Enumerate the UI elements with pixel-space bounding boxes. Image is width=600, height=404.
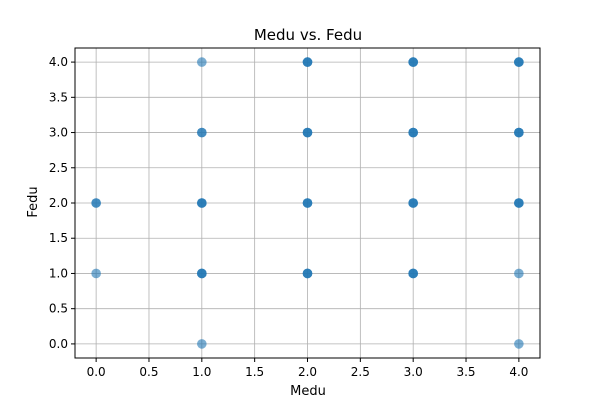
data-point-marker: [514, 57, 524, 67]
data-point-marker: [514, 198, 524, 208]
data-point-marker: [408, 268, 418, 279]
x-tick-label-8: 4.0: [509, 365, 528, 379]
data-point-0: [91, 268, 101, 279]
data-point-1: [91, 198, 101, 208]
y-tick-label-8: 4.0: [49, 55, 68, 69]
data-point-marker: [91, 268, 101, 279]
data-point-marker: [302, 57, 313, 67]
data-point-marker: [302, 268, 313, 279]
x-axis-ticks: 0.0 0.5 1.0 1.5 2.0 2.5 3.0 3.5 4.0: [87, 358, 528, 379]
y-tick-label-1: 0.5: [49, 302, 68, 316]
y-tick-label-5: 2.5: [49, 161, 68, 175]
y-tick-label-0: 0.0: [49, 337, 68, 351]
data-point-marker: [197, 57, 207, 67]
data-point-marker: [514, 339, 524, 349]
data-points: [91, 57, 524, 349]
x-tick-label-5: 2.5: [351, 365, 370, 379]
data-point-13: [408, 127, 418, 138]
data-point-marker: [302, 127, 313, 138]
data-point-marker: [197, 198, 207, 208]
data-point-marker: [197, 339, 207, 349]
y-axis-label: Fedu: [26, 186, 41, 217]
data-point-15: [514, 339, 524, 349]
y-tick-label-4: 2.0: [49, 196, 68, 210]
data-point-11: [408, 268, 418, 279]
data-point-marker: [302, 198, 313, 208]
data-point-4: [197, 198, 207, 208]
x-tick-label-7: 3.5: [456, 365, 475, 379]
data-point-6: [197, 57, 207, 67]
data-point-16: [514, 268, 524, 279]
data-point-10: [302, 57, 313, 67]
x-tick-label-2: 1.0: [192, 365, 211, 379]
data-point-marker: [197, 268, 207, 279]
data-point-5: [197, 127, 207, 138]
y-tick-label-7: 3.5: [49, 90, 68, 104]
data-point-17: [514, 198, 524, 208]
data-point-marker: [514, 268, 524, 279]
data-point-2: [197, 339, 207, 349]
x-tick-label-3: 1.5: [245, 365, 264, 379]
data-point-marker: [197, 127, 207, 138]
data-point-12: [408, 198, 418, 208]
data-point-14: [408, 57, 418, 67]
x-axis-label: Medu: [290, 384, 326, 399]
chart-title: Medu vs. Fedu: [254, 26, 362, 44]
data-point-marker: [408, 198, 418, 208]
data-point-9: [302, 127, 313, 138]
data-point-marker: [514, 127, 524, 138]
y-tick-label-2: 1.0: [49, 266, 68, 280]
x-tick-label-1: 0.5: [139, 365, 158, 379]
data-point-19: [514, 57, 524, 67]
data-point-18: [514, 127, 524, 138]
data-point-marker: [408, 57, 418, 67]
data-point-3: [197, 268, 207, 279]
data-point-marker: [91, 198, 101, 208]
x-tick-label-4: 2.0: [298, 365, 317, 379]
y-axis-ticks: 0.0 0.5 1.0 1.5 2.0 2.5 3.0 3.5 4.0: [49, 55, 75, 351]
data-point-marker: [408, 127, 418, 138]
x-tick-label-0: 0.0: [87, 365, 106, 379]
x-tick-label-6: 3.0: [404, 365, 423, 379]
data-point-8: [302, 198, 313, 208]
y-tick-label-6: 3.0: [49, 126, 68, 140]
y-tick-label-3: 1.5: [49, 231, 68, 245]
data-point-7: [302, 268, 313, 279]
